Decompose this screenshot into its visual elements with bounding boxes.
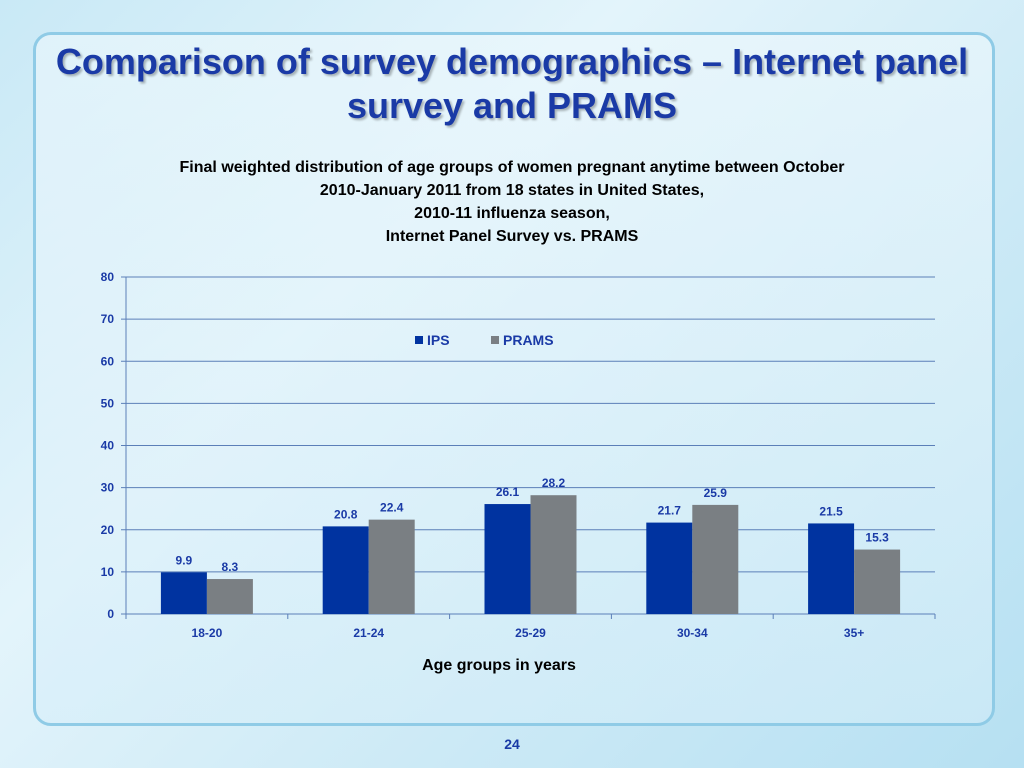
bar-prams <box>854 549 901 614</box>
data-label: 26.1 <box>496 485 520 499</box>
x-tick-label: 35+ <box>844 626 864 640</box>
bar-ips <box>646 522 693 614</box>
chart-title: Final weighted distribution of age group… <box>60 156 964 248</box>
y-tick-label: 60 <box>101 354 115 368</box>
data-label: 21.5 <box>819 504 843 518</box>
x-tick-label: 30-34 <box>677 626 708 640</box>
legend-swatch <box>491 336 499 344</box>
y-tick-label: 40 <box>101 439 115 453</box>
chart-title-line: Internet Panel Survey vs. PRAMS <box>385 228 639 245</box>
page-number: 24 <box>504 736 520 752</box>
x-tick-label: 21-24 <box>353 626 384 640</box>
bar-prams <box>692 504 739 614</box>
y-tick-label: 80 <box>101 270 115 284</box>
bar-ips <box>808 523 855 614</box>
x-tick-label: 18-20 <box>192 626 223 640</box>
y-tick-label: 50 <box>101 396 115 410</box>
y-tick-label: 30 <box>101 481 115 495</box>
y-tick-label: 0 <box>107 607 114 621</box>
bar-ips <box>484 504 531 614</box>
slide-title: Comparison of survey demographics – Inte… <box>55 41 969 126</box>
data-label: 15.3 <box>865 531 889 545</box>
chart-title-line: 2010-January 2011 from 18 states in Unit… <box>319 182 705 199</box>
x-tick-label: 25-29 <box>515 626 546 640</box>
bar-prams <box>530 495 577 614</box>
y-tick-label: 10 <box>101 565 115 579</box>
bar-ips <box>322 526 369 614</box>
data-label: 21.7 <box>658 504 682 518</box>
bar-prams <box>368 519 415 614</box>
bar-ips <box>160 572 207 614</box>
data-label: 8.3 <box>222 560 239 574</box>
chart-title-line: 2010-11 influenza season, <box>414 205 610 222</box>
legend-label: IPS <box>427 332 450 348</box>
chart-title-line: Final weighted distribution of age group… <box>179 159 845 176</box>
data-label: 28.2 <box>542 476 566 490</box>
legend-label: PRAMS <box>503 332 554 348</box>
y-tick-label: 20 <box>101 523 115 537</box>
data-label: 25.9 <box>704 486 728 500</box>
bar-prams <box>206 579 253 614</box>
y-tick-label: 70 <box>101 312 115 326</box>
x-axis-label: Age groups in years <box>422 657 576 674</box>
data-label: 9.9 <box>176 553 193 567</box>
data-label: 20.8 <box>334 507 358 521</box>
legend-swatch <box>415 336 423 344</box>
data-label: 22.4 <box>380 501 404 515</box>
